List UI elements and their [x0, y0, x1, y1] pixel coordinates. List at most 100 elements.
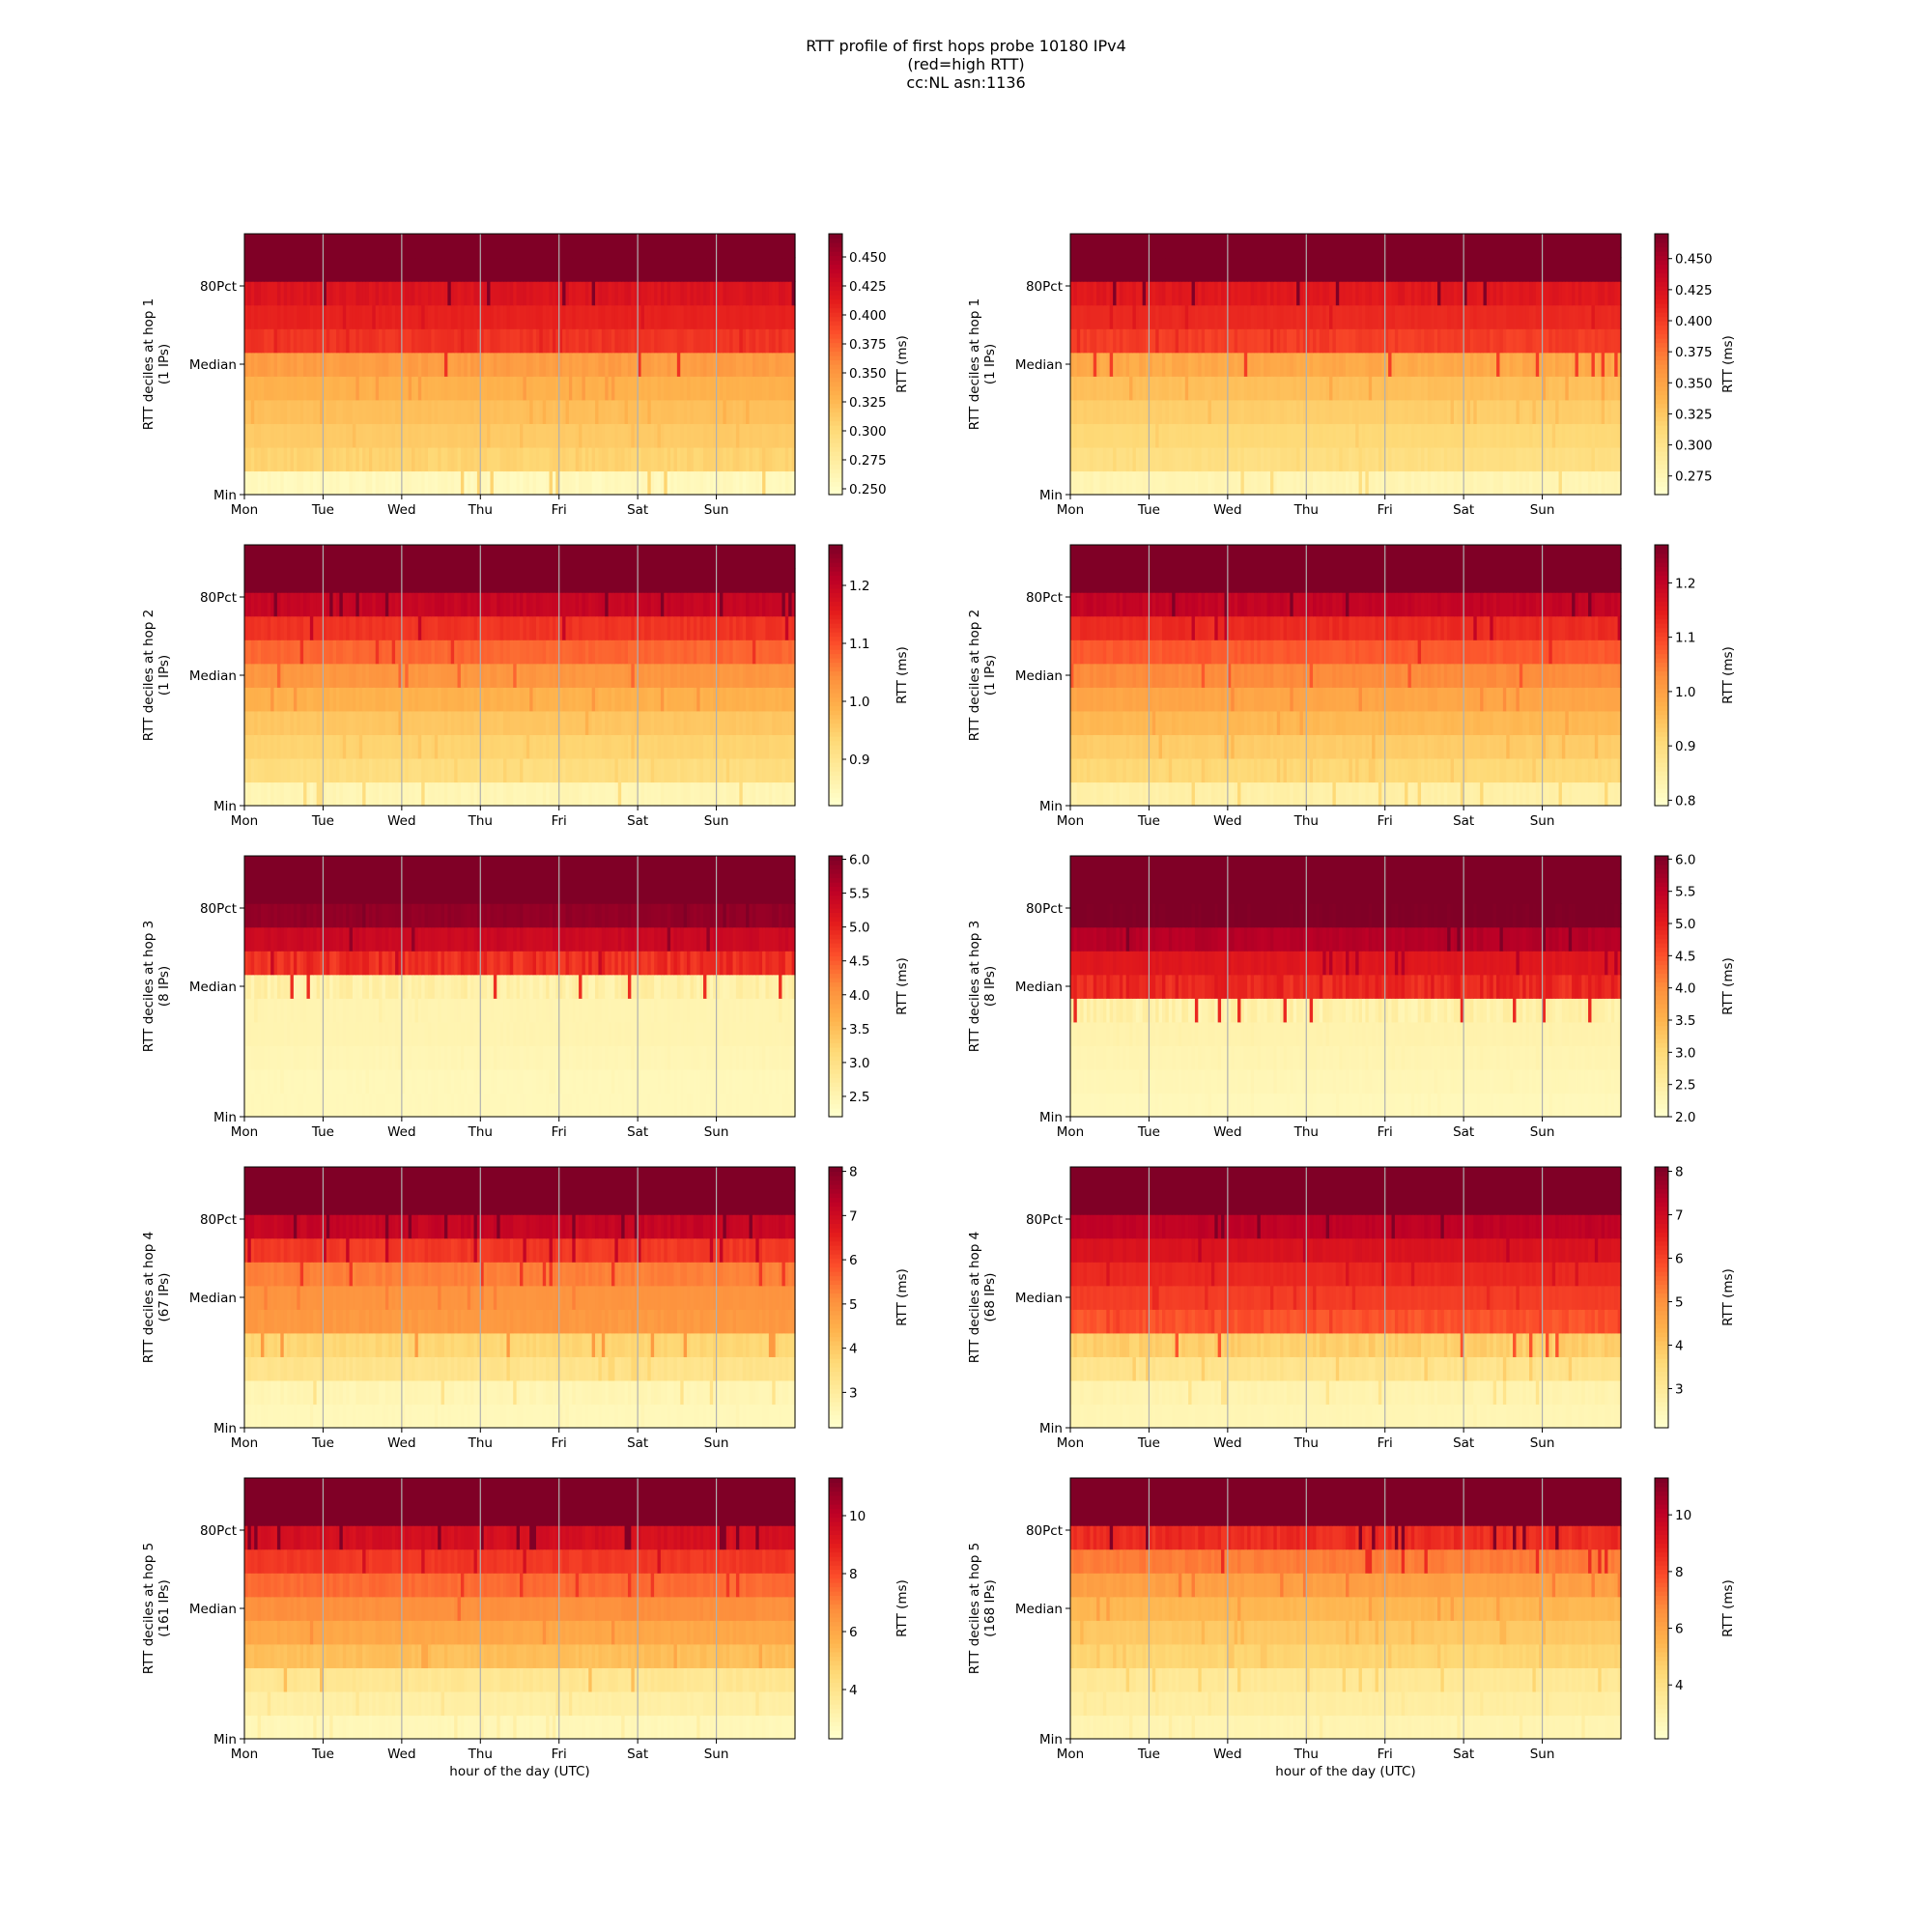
- heatmap-cell: [283, 423, 288, 448]
- heatmap-cell: [1247, 328, 1252, 354]
- heatmap-cell: [758, 757, 763, 783]
- heatmap-cell: [1447, 257, 1452, 282]
- heatmap-cell: [539, 710, 544, 735]
- heatmap-cell: [667, 399, 671, 424]
- heatmap-cell: [1269, 352, 1274, 377]
- heatmap-cell: [601, 734, 606, 759]
- heatmap-cell: [247, 376, 252, 401]
- heatmap-cell: [670, 399, 675, 424]
- colorbar-segment: [1655, 295, 1668, 300]
- heatmap-cell: [408, 757, 412, 783]
- heatmap-cell: [1106, 304, 1111, 329]
- heatmap-cell: [1139, 328, 1144, 354]
- heatmap-cell: [1231, 304, 1236, 329]
- heatmap-cell: [480, 281, 485, 306]
- heatmap-cell: [621, 423, 626, 448]
- heatmap-cell: [693, 734, 697, 759]
- heatmap-cell: [611, 734, 615, 759]
- heatmap-cell: [1584, 234, 1589, 259]
- heatmap-cell: [372, 399, 377, 424]
- heatmap-cell: [552, 423, 556, 448]
- heatmap-cell: [1535, 399, 1540, 424]
- colorbar-segment: [829, 286, 842, 292]
- heatmap-cell: [513, 234, 518, 259]
- heatmap-cell: [384, 352, 389, 377]
- heatmap-cell: [1329, 257, 1334, 282]
- heatmap-cell: [713, 470, 718, 496]
- heatmap-cell: [1070, 446, 1074, 472]
- heatmap-cell: [1502, 423, 1507, 448]
- heatmap-cell: [414, 304, 419, 329]
- heatmap-cell: [316, 423, 321, 448]
- heatmap-cell: [424, 376, 429, 401]
- heatmap-cell: [1522, 399, 1527, 424]
- heatmap-cell: [283, 446, 288, 472]
- heatmap-cell: [1306, 446, 1311, 472]
- heatmap-cell: [1431, 304, 1435, 329]
- heatmap-cell: [379, 257, 384, 282]
- heatmap-cell: [1109, 257, 1114, 282]
- heatmap-cell: [696, 399, 701, 424]
- heatmap-cell: [1473, 234, 1478, 259]
- heatmap-cell: [1142, 328, 1147, 354]
- heatmap-cell: [421, 257, 426, 282]
- heatmap-cell: [309, 423, 314, 448]
- heatmap-cell: [1273, 470, 1278, 496]
- heatmap-cell: [293, 257, 298, 282]
- heatmap-cell: [739, 446, 744, 472]
- heatmap-cell: [1440, 234, 1445, 259]
- heatmap-cell: [562, 376, 567, 401]
- heatmap-cell: [1335, 281, 1340, 306]
- x-tick-label: Sat: [1453, 502, 1474, 518]
- heatmap-cell: [1093, 446, 1097, 472]
- heatmap-cell: [1276, 328, 1281, 354]
- heatmap-cell: [509, 470, 514, 496]
- heatmap-cell: [1224, 352, 1229, 377]
- heatmap-cell: [1254, 281, 1258, 306]
- heatmap-cell: [631, 304, 636, 329]
- heatmap-cell: [372, 257, 377, 282]
- heatmap-cell: [1254, 470, 1258, 496]
- heatmap-cell: [667, 710, 671, 735]
- heatmap-cell: [1532, 234, 1537, 259]
- heatmap-cell: [401, 757, 406, 783]
- heatmap-cell: [336, 781, 340, 807]
- heatmap-cell: [1086, 257, 1091, 282]
- heatmap-cell: [719, 376, 724, 401]
- heatmap-cell: [1306, 328, 1311, 354]
- heatmap-cell: [490, 663, 495, 688]
- heatmap-cell: [1168, 446, 1173, 472]
- heatmap-cell: [1548, 470, 1553, 496]
- heatmap-cell: [493, 687, 497, 712]
- heatmap-cell: [791, 352, 796, 377]
- heatmap-cell: [1349, 328, 1353, 354]
- heatmap-cell: [473, 376, 478, 401]
- heatmap-cell: [781, 710, 786, 735]
- heatmap-cell: [535, 687, 540, 712]
- heatmap-cell: [742, 399, 747, 424]
- heatmap-cell: [1266, 352, 1271, 377]
- heatmap-cell: [687, 376, 692, 401]
- heatmap-cell: [693, 687, 697, 712]
- heatmap-cell: [1214, 257, 1219, 282]
- heatmap-cell: [687, 781, 692, 807]
- heatmap-cell: [395, 639, 400, 665]
- heatmap-cell: [290, 304, 295, 329]
- heatmap-cell: [713, 304, 718, 329]
- heatmap-cell: [582, 687, 586, 712]
- heatmap-cell: [1221, 304, 1226, 329]
- heatmap-cell: [1542, 257, 1547, 282]
- heatmap-cell: [1473, 257, 1478, 282]
- heatmap-cell: [1184, 470, 1189, 496]
- heatmap-cell: [591, 710, 596, 735]
- heatmap-cell: [1106, 470, 1111, 496]
- heatmap-cell: [660, 687, 665, 712]
- heatmap-cell: [660, 352, 665, 377]
- heatmap-cell: [1273, 304, 1278, 329]
- colorbar-segment: [829, 460, 842, 466]
- heatmap-cell: [273, 399, 278, 424]
- heatmap-cell: [687, 352, 692, 377]
- heatmap-cell: [699, 470, 704, 496]
- heatmap-cell: [765, 734, 770, 759]
- heatmap-cell: [1178, 257, 1182, 282]
